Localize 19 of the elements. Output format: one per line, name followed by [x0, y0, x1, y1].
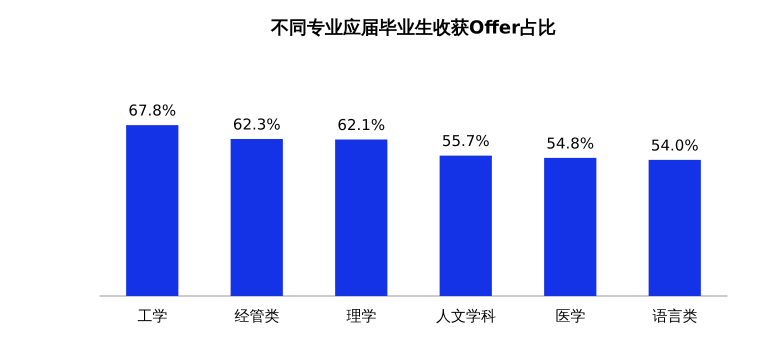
data-label: 62.3%: [232, 115, 281, 134]
x-tick-label: 理学: [346, 306, 376, 325]
x-tick-label: 人文学科: [436, 306, 496, 325]
data-label: 67.8%: [128, 102, 176, 120]
data-label: 55.7%: [442, 132, 490, 150]
data-label: 62.1%: [337, 116, 386, 134]
bar: [440, 156, 492, 296]
x-tick-label: 工学: [137, 306, 168, 325]
bar: [230, 139, 283, 296]
x-tick-label: 医学: [555, 306, 586, 325]
bar: [126, 125, 178, 296]
data-label: 54.8%: [546, 134, 594, 152]
bar: [648, 160, 701, 296]
x-tick-label: 经管类: [234, 306, 280, 325]
x-tick-label: 语言类: [652, 306, 698, 325]
chart-title: 不同专业应届毕业生收获Offer占比: [270, 17, 556, 38]
data-label: 54.0%: [650, 136, 699, 154]
bar: [335, 140, 388, 296]
bar: [544, 158, 596, 296]
